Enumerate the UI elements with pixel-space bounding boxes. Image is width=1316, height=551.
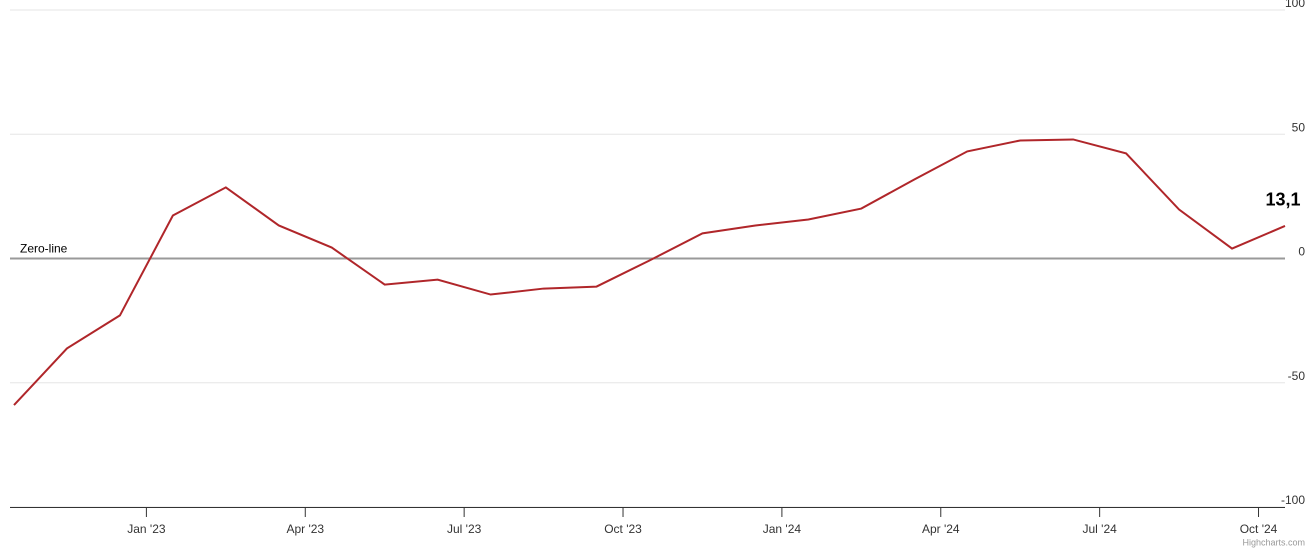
zero-line-label: Zero-line	[20, 242, 68, 256]
x-tick-label: Oct '23	[604, 522, 642, 536]
y-tick-label: -50	[1288, 369, 1306, 383]
x-tick-label: Apr '24	[922, 522, 960, 536]
y-tick-label: -100	[1281, 493, 1305, 507]
x-tick-label: Jul '23	[447, 522, 482, 536]
x-tick-label: Jul '24	[1082, 522, 1117, 536]
x-tick-label: Oct '24	[1240, 522, 1278, 536]
line	[13, 138, 1286, 406]
y-tick-label: 0	[1298, 245, 1305, 259]
x-tick-label: Jan '23	[127, 522, 166, 536]
data-label: 13,1	[1265, 190, 1300, 210]
x-tick-label: Jan '24	[763, 522, 802, 536]
y-tick-label: 100	[1285, 0, 1305, 10]
credits: Highcharts.com	[1242, 537, 1305, 547]
y-tick-label: 50	[1292, 120, 1306, 134]
x-tick-label: Apr '23	[286, 522, 324, 536]
